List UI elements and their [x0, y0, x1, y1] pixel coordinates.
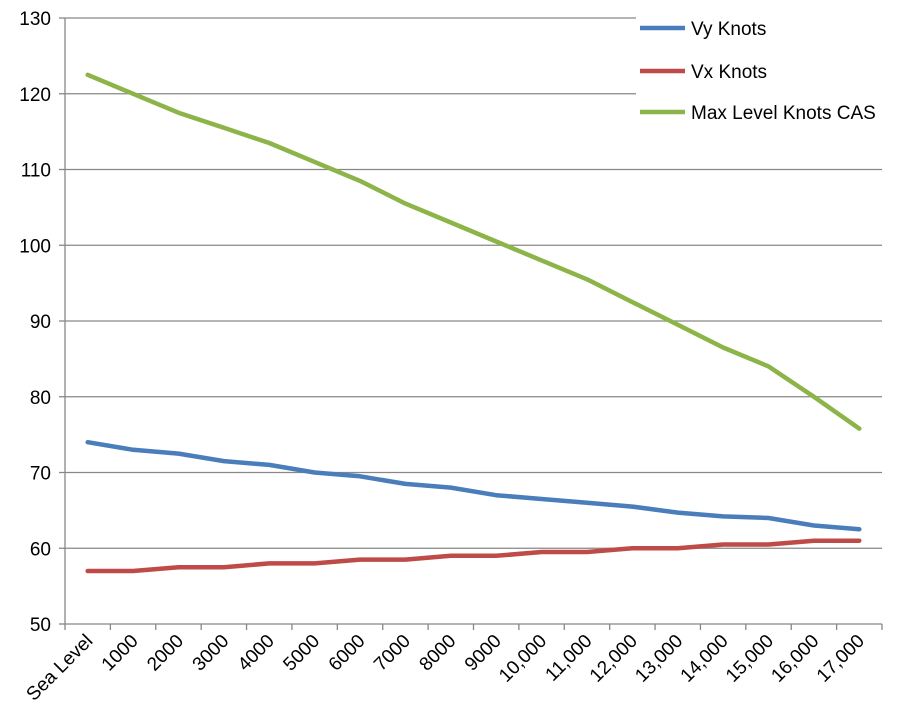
x-tick-label: 6000 [325, 631, 370, 676]
x-tick-label: 8000 [416, 631, 461, 676]
series-lines [85, 72, 862, 574]
x-tick-label: 2000 [143, 631, 188, 676]
series-line-1 [85, 538, 862, 574]
y-tick-labels: 50 60 70 80 90 100 110 120 130 [19, 9, 51, 636]
legend-label-0: Vy Knots [691, 19, 766, 40]
y-tick-label: 120 [19, 85, 51, 106]
x-tick-label: 16,000 [768, 631, 824, 687]
x-tick-labels: Sea Level 1000 2000 3000 4000 5000 6000 7000 800… [23, 631, 869, 706]
series-line-0 [85, 439, 862, 532]
x-tick-label: Sea Level [23, 631, 98, 706]
y-tick-label: 50 [30, 615, 51, 636]
gridlines [65, 17, 882, 549]
x-tick-label: 10,000 [495, 631, 551, 687]
y-tick-label: 110 [21, 161, 51, 182]
y-tick-label: 60 [30, 539, 51, 560]
x-tick-label: 14,000 [677, 631, 733, 687]
x-tick-label: 4000 [234, 631, 279, 676]
x-tick-label: 11,000 [542, 631, 597, 686]
x-tick-label: 5000 [279, 631, 324, 676]
legend-label-1: Vx Knots [691, 62, 767, 83]
x-tick-label: 12,000 [586, 631, 642, 687]
x-tick-label: 17,000 [813, 631, 869, 687]
x-tick-label: 3000 [189, 631, 234, 676]
y-tick-label: 130 [19, 9, 51, 30]
legend-label-2: Max Level Knots CAS [691, 103, 876, 124]
x-tick-label: 15,000 [722, 631, 778, 687]
y-tick-label: 90 [30, 312, 51, 333]
x-tick-label: 1000 [98, 631, 143, 676]
series-line-2 [85, 72, 862, 431]
x-tick-label: 13,000 [631, 631, 687, 687]
axes [59, 17, 883, 630]
legend: Vy Knots Vx Knots Max Level Knots CAS [636, 9, 886, 129]
y-tick-label: 100 [19, 236, 51, 257]
y-tick-label: 80 [30, 388, 51, 409]
x-tick-label: 7000 [370, 631, 415, 676]
y-tick-label: 70 [30, 464, 51, 485]
